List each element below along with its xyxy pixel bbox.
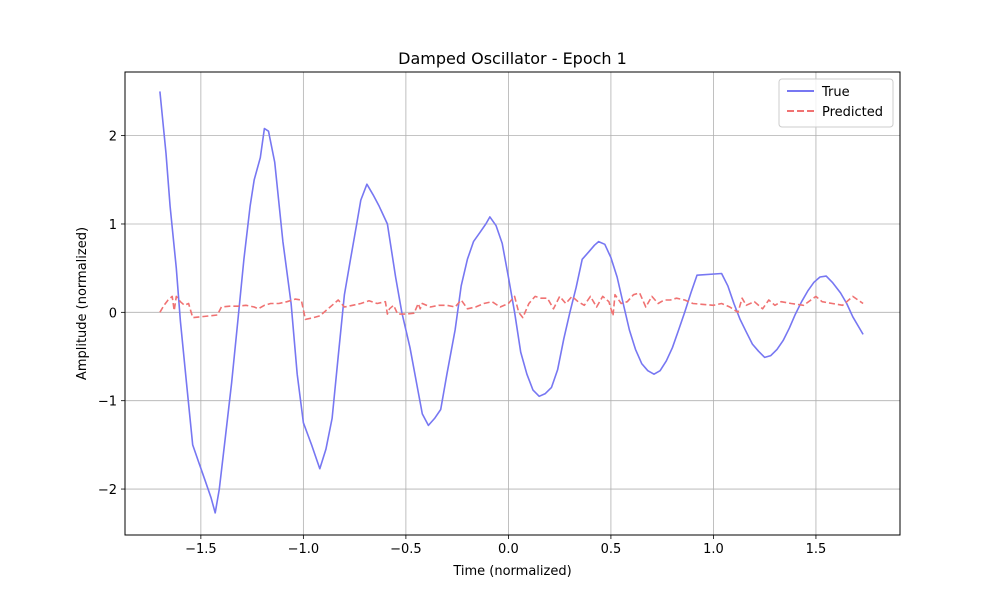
x-tick-label: 1.0 bbox=[703, 542, 724, 557]
legend-label-predicted: Predicted bbox=[822, 105, 883, 120]
x-tick-label: 0.0 bbox=[498, 542, 519, 557]
plot-frame bbox=[124, 71, 901, 536]
x-tick-label: 0.5 bbox=[601, 542, 622, 557]
legend-label-true: True bbox=[821, 85, 850, 100]
legend: True Predicted bbox=[778, 78, 894, 128]
y-tick-label: 1 bbox=[109, 218, 117, 233]
y-tick-label: −1 bbox=[98, 395, 117, 410]
axis-ticks: −1.5 −1.0 −0.5 0.0 0.5 1.0 1.5 −2 −1 0 1 2 bbox=[98, 130, 826, 557]
series-lines bbox=[159, 91, 864, 514]
grid-lines bbox=[125, 72, 900, 535]
y-tick-label: 0 bbox=[109, 306, 117, 321]
x-tick-label: −1.0 bbox=[288, 542, 320, 557]
series-line-true bbox=[159, 91, 864, 514]
x-tick-label: 1.5 bbox=[806, 542, 827, 557]
x-tick-label: −0.5 bbox=[390, 542, 422, 557]
y-axis-label: Amplitude (normalized) bbox=[75, 227, 90, 380]
chart-title: Damped Oscillator - Epoch 1 bbox=[398, 49, 627, 68]
y-tick-label: 2 bbox=[109, 130, 117, 145]
y-tick-label: −2 bbox=[98, 483, 117, 498]
x-axis-label: Time (normalized) bbox=[452, 564, 571, 579]
x-tick-label: −1.5 bbox=[185, 542, 217, 557]
series-line-predicted bbox=[159, 292, 864, 321]
